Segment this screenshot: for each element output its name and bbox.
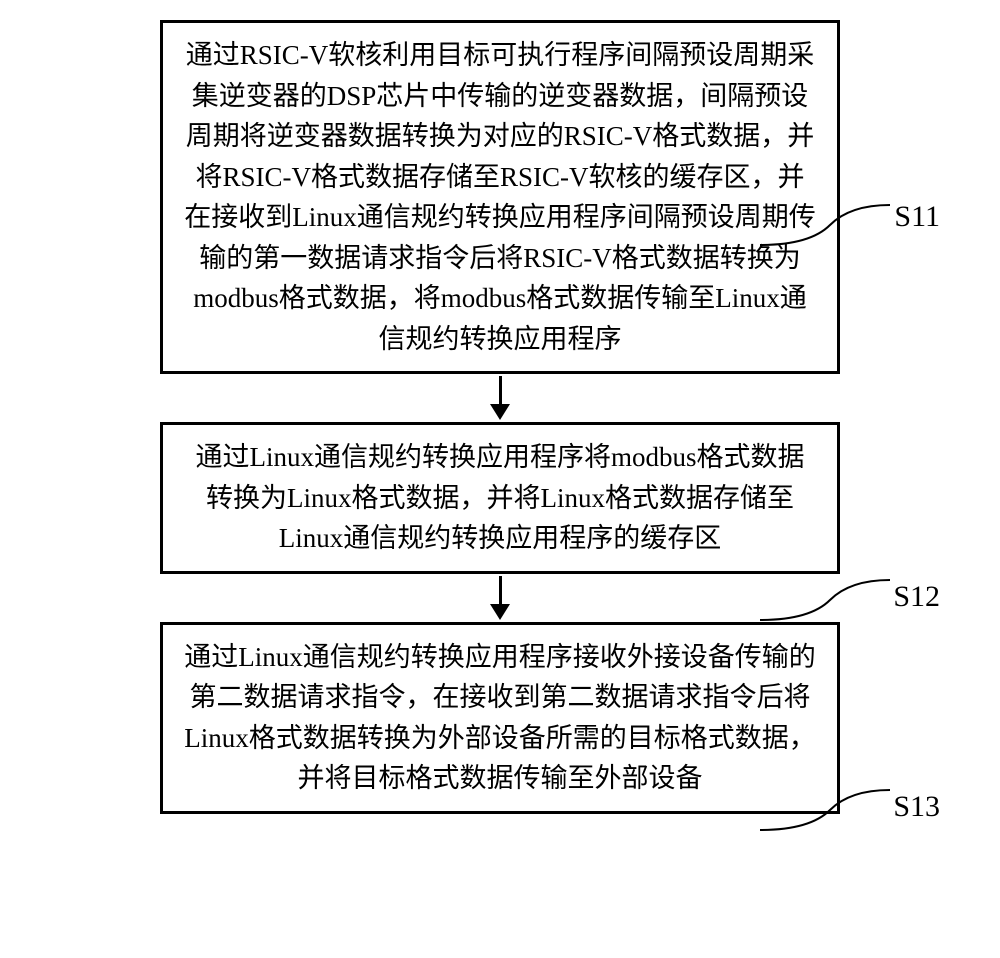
arrow-line-icon bbox=[499, 376, 502, 404]
arrow-s12-s13 bbox=[490, 574, 510, 622]
arrow-s11-s12 bbox=[490, 374, 510, 422]
step-label-s11: S11 bbox=[894, 200, 940, 234]
flowchart-container: 通过RSIC-V软核利用目标可执行程序间隔预设周期采集逆变器的DSP芯片中传输的… bbox=[40, 20, 960, 814]
connector-s12-icon bbox=[760, 575, 890, 625]
step-label-s12: S12 bbox=[893, 580, 940, 614]
flow-step-s13-text: 通过Linux通信规约转换应用程序接收外接设备传输的第二数据请求指令，在接收到第… bbox=[184, 642, 816, 794]
flow-step-s11-text: 通过RSIC-V软核利用目标可执行程序间隔预设周期采集逆变器的DSP芯片中传输的… bbox=[184, 40, 816, 354]
connector-s11-icon bbox=[760, 210, 890, 260]
flow-step-s12: 通过Linux通信规约转换应用程序将modbus格式数据转换为Linux格式数据… bbox=[160, 422, 840, 574]
connector-s13-icon bbox=[760, 785, 890, 835]
arrow-line-icon bbox=[499, 576, 502, 604]
flow-step-s12-text: 通过Linux通信规约转换应用程序将modbus格式数据转换为Linux格式数据… bbox=[195, 442, 804, 553]
flow-step-s13: 通过Linux通信规约转换应用程序接收外接设备传输的第二数据请求指令，在接收到第… bbox=[160, 622, 840, 814]
arrow-head-icon bbox=[490, 604, 510, 620]
step-label-s13: S13 bbox=[893, 790, 940, 824]
arrow-head-icon bbox=[490, 404, 510, 420]
flow-step-s11: 通过RSIC-V软核利用目标可执行程序间隔预设周期采集逆变器的DSP芯片中传输的… bbox=[160, 20, 840, 374]
